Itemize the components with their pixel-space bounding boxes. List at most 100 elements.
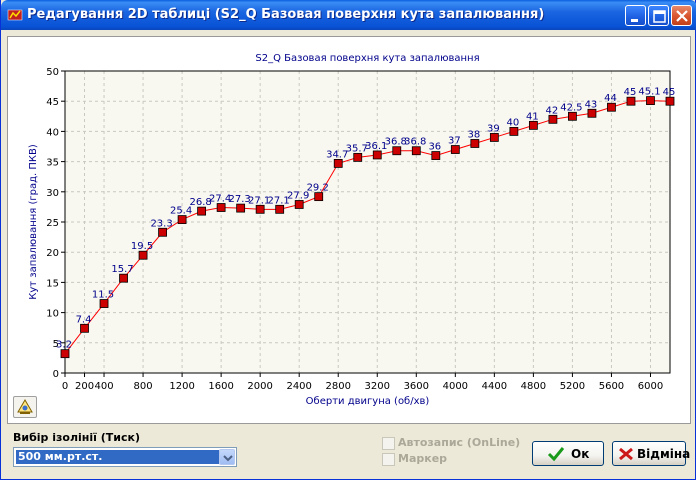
y-axis-label: Кут запалювання (град. ПКВ) xyxy=(28,144,39,300)
y-tick-label: 15 xyxy=(46,278,59,289)
x-tick-label: 400 xyxy=(94,381,113,392)
y-tick-label: 25 xyxy=(46,218,59,229)
data-point[interactable] xyxy=(528,120,538,130)
data-point[interactable] xyxy=(216,203,226,212)
data-label: 39 xyxy=(487,123,500,134)
data-point[interactable] xyxy=(587,108,597,118)
data-point[interactable] xyxy=(450,145,460,154)
data-label: 42 xyxy=(546,105,559,116)
y-tick-label: 5 xyxy=(53,339,59,350)
data-label: 19.5 xyxy=(131,241,153,252)
data-point[interactable] xyxy=(431,151,441,160)
data-label: 40 xyxy=(507,117,520,128)
chart-panel[interactable]: 0 5 10 15 20 25 30 35 40 45 50 0 200 400 800 1200 1600 20… xyxy=(7,36,691,424)
data-point[interactable] xyxy=(119,273,128,283)
x-tick-label: 3600 xyxy=(404,381,429,392)
data-label: 45.1 xyxy=(638,87,660,98)
data-point[interactable] xyxy=(372,150,382,160)
isoline-selected-value: 500 мм.рт.ст. xyxy=(16,450,219,464)
close-button[interactable] xyxy=(671,5,692,26)
autosave-label: Автозапис (OnLine) xyxy=(398,436,521,449)
x-tick-label: 1200 xyxy=(169,381,194,392)
data-point[interactable] xyxy=(158,227,167,237)
marker-checkbox[interactable] xyxy=(382,453,395,466)
data-point[interactable] xyxy=(138,250,148,260)
checkmark-icon xyxy=(547,447,565,462)
data-point[interactable] xyxy=(255,204,265,214)
y-tick-label: 20 xyxy=(46,248,59,259)
autosave-checkbox[interactable] xyxy=(382,437,395,450)
cross-icon xyxy=(619,447,633,461)
x-tick-label: 6000 xyxy=(638,381,663,392)
x-tick-label: 200 xyxy=(75,381,94,392)
cancel-label: Відміна xyxy=(637,447,691,461)
ignition-chart: 0 5 10 15 20 25 30 35 40 45 50 0 200 400 800 1200 1600 20… xyxy=(28,53,675,407)
isoline-select[interactable]: 500 мм.рт.ст. xyxy=(13,447,237,467)
data-label: 29.2 xyxy=(307,183,329,194)
y-tick-label: 45 xyxy=(46,97,59,108)
minimize-icon xyxy=(631,19,638,22)
x-tick-label: 3200 xyxy=(365,381,390,392)
cancel-button[interactable]: Відміна xyxy=(612,441,690,466)
app-icon xyxy=(7,9,23,21)
ok-button[interactable]: Ок xyxy=(532,441,604,466)
x-tick-label: 800 xyxy=(134,381,153,392)
data-point[interactable] xyxy=(275,204,285,214)
data-label: 42.5 xyxy=(560,102,582,113)
close-icon xyxy=(676,10,688,22)
data-point[interactable] xyxy=(197,206,207,216)
data-point[interactable] xyxy=(665,96,675,106)
data-point[interactable] xyxy=(236,203,246,213)
data-point[interactable] xyxy=(294,200,304,209)
data-point[interactable] xyxy=(548,114,558,124)
data-point[interactable] xyxy=(626,96,636,106)
x-tick-label: 4400 xyxy=(482,381,507,392)
data-point[interactable] xyxy=(177,215,187,224)
ok-label: Ок xyxy=(571,447,590,461)
data-label: 15.7 xyxy=(111,264,133,275)
data-point[interactable] xyxy=(646,96,655,105)
data-point[interactable] xyxy=(509,127,519,136)
maximize-button[interactable] xyxy=(648,5,669,26)
data-point[interactable] xyxy=(333,159,343,168)
x-tick-label: 5200 xyxy=(560,381,585,392)
data-label: 25.4 xyxy=(170,206,192,217)
data-point[interactable] xyxy=(470,139,480,148)
titlebar[interactable]: Редагування 2D таблиці (S2_Q Базовая пов… xyxy=(1,0,696,30)
data-label: 38 xyxy=(467,129,480,140)
data-label: 3.2 xyxy=(56,340,72,351)
data-label: 35.7 xyxy=(346,143,368,154)
data-point[interactable] xyxy=(99,299,109,308)
data-point[interactable] xyxy=(353,152,363,162)
x-axis-label: Оберти двигуна (об/хв) xyxy=(306,396,430,407)
minimize-button[interactable] xyxy=(625,5,646,26)
y-tick-label: 30 xyxy=(46,188,59,199)
data-point[interactable] xyxy=(60,349,70,359)
chart-properties-icon xyxy=(17,399,33,414)
x-tick-label: 5600 xyxy=(599,381,624,392)
window-title: Редагування 2D таблиці (S2_Q Базовая пов… xyxy=(27,7,545,22)
data-label: 27.3 xyxy=(229,194,251,205)
x-tick-label: 4000 xyxy=(443,381,468,392)
data-point[interactable] xyxy=(607,102,616,112)
marker-label: Маркер xyxy=(398,452,448,465)
chevron-down-icon xyxy=(223,455,233,462)
data-label: 7.4 xyxy=(76,314,92,325)
data-point[interactable] xyxy=(314,192,324,202)
data-label: 36.1 xyxy=(365,141,387,152)
x-tick-label: 4800 xyxy=(521,381,546,392)
data-point[interactable] xyxy=(80,323,89,333)
maximize-icon xyxy=(653,10,666,23)
x-tick-label: 0 xyxy=(62,381,68,392)
x-tick-label: 2800 xyxy=(325,381,350,392)
chart-properties-button[interactable] xyxy=(13,396,37,418)
dropdown-button[interactable] xyxy=(219,449,235,465)
data-point[interactable] xyxy=(392,146,402,156)
y-tick-label: 35 xyxy=(46,158,59,169)
data-label: 43 xyxy=(585,99,598,110)
data-label: 45 xyxy=(624,87,637,98)
data-label: 11.5 xyxy=(92,290,114,301)
data-point[interactable] xyxy=(568,111,577,121)
data-point[interactable] xyxy=(489,133,499,142)
data-point[interactable] xyxy=(411,146,421,156)
